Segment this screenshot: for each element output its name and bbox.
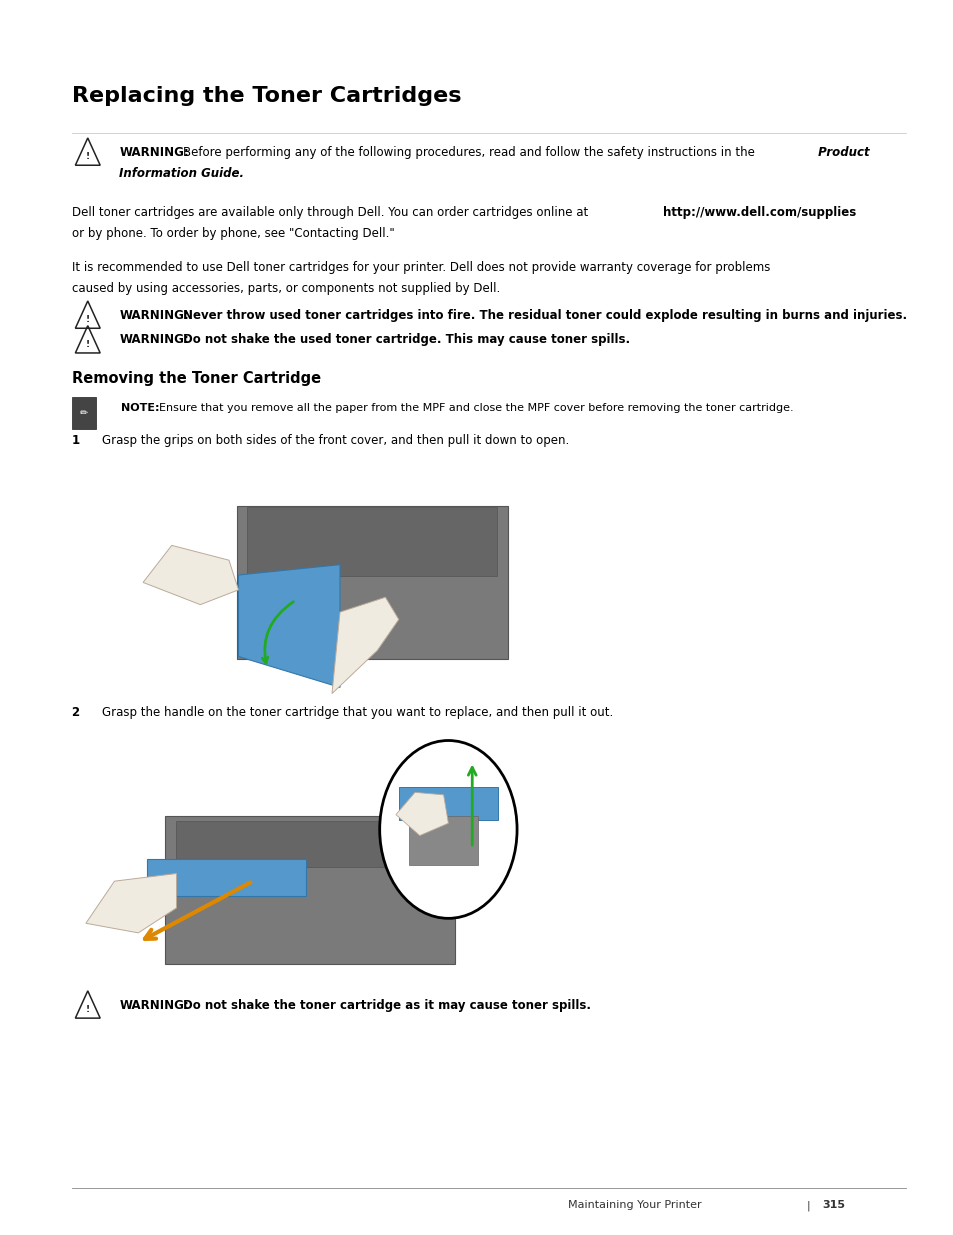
Text: Information Guide.: Information Guide. [119,167,244,180]
Text: !: ! [86,152,90,161]
Polygon shape [86,873,176,932]
Text: Before performing any of the following procedures, read and follow the safety in: Before performing any of the following p… [183,146,754,159]
Circle shape [379,741,517,919]
Text: Ensure that you remove all the paper from the MPF and close the MPF cover before: Ensure that you remove all the paper fro… [159,403,793,412]
FancyBboxPatch shape [247,508,497,577]
Polygon shape [238,564,339,688]
Text: Never throw used toner cartridges into fire. The residual toner could explode re: Never throw used toner cartridges into f… [183,309,906,322]
Text: WARNING:: WARNING: [119,146,189,159]
FancyBboxPatch shape [165,815,455,965]
FancyBboxPatch shape [175,820,444,867]
Text: Do not shake the used toner cartridge. This may cause toner spills.: Do not shake the used toner cartridge. T… [183,333,630,347]
Polygon shape [395,793,448,836]
Text: caused by using accessories, parts, or components not supplied by Dell.: caused by using accessories, parts, or c… [71,282,499,295]
Text: Removing the Toner Cartridge: Removing the Toner Cartridge [71,372,320,387]
Text: 2: 2 [71,706,80,719]
Text: It is recommended to use Dell toner cartridges for your printer. Dell does not p: It is recommended to use Dell toner cart… [71,261,769,274]
Text: Replacing the Toner Cartridges: Replacing the Toner Cartridges [71,86,460,106]
Text: !: ! [86,315,90,324]
Text: 1: 1 [71,435,80,447]
Text: WARNING:: WARNING: [119,333,189,347]
Text: !: ! [86,1005,90,1014]
FancyBboxPatch shape [409,816,477,866]
Text: WARNING:: WARNING: [119,999,189,1011]
Polygon shape [143,546,238,605]
Text: Product: Product [813,146,868,159]
Text: NOTE:: NOTE: [121,403,159,412]
Text: Maintaining Your Printer: Maintaining Your Printer [567,1200,700,1210]
FancyBboxPatch shape [147,858,306,895]
Text: |: | [805,1200,809,1212]
Text: Dell toner cartridges are available only through Dell. You can order cartridges : Dell toner cartridges are available only… [71,206,587,220]
Text: http://www.dell.com/supplies: http://www.dell.com/supplies [662,206,856,220]
FancyBboxPatch shape [236,506,507,659]
Text: WARNING:: WARNING: [119,309,189,322]
FancyBboxPatch shape [398,788,497,820]
Text: !: ! [86,340,90,348]
Text: ✏: ✏ [80,408,88,417]
Polygon shape [332,598,398,694]
FancyBboxPatch shape [71,396,96,429]
Text: Do not shake the toner cartridge as it may cause toner spills.: Do not shake the toner cartridge as it m… [183,999,591,1011]
FancyBboxPatch shape [124,743,562,972]
Text: 315: 315 [821,1200,844,1210]
Text: Grasp the handle on the toner cartridge that you want to replace, and then pull : Grasp the handle on the toner cartridge … [102,706,613,719]
FancyBboxPatch shape [148,484,558,676]
Text: or by phone. To order by phone, see "Contacting Dell.": or by phone. To order by phone, see "Con… [71,227,394,241]
Text: Grasp the grips on both sides of the front cover, and then pull it down to open.: Grasp the grips on both sides of the fro… [102,435,569,447]
